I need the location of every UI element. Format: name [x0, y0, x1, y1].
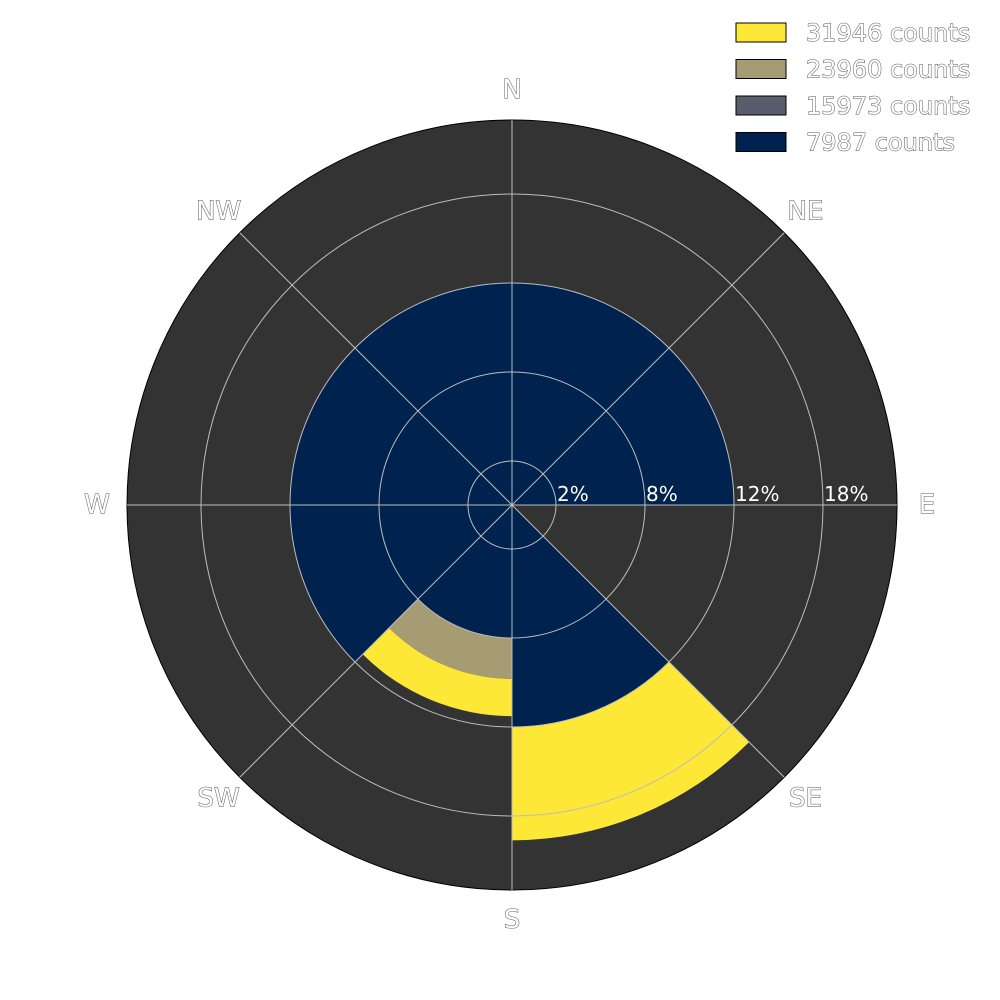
ring-label-0: 2% — [557, 482, 589, 506]
legend-swatch-0 — [735, 22, 787, 43]
compass-label-se: SE — [789, 783, 822, 813]
compass-label-sw: SW — [197, 783, 239, 813]
compass-label-nw: NW — [196, 197, 241, 227]
sector-s-23960-counts — [389, 599, 512, 679]
compass-label-layer: N NE E SE S SW W NW — [84, 75, 936, 936]
legend-swatch-1 — [735, 59, 787, 79]
sector-n-7987-counts — [512, 283, 669, 505]
ring-label-1: 8% — [646, 482, 678, 506]
compass-label-w: W — [84, 490, 110, 520]
ring-label-3: 18% — [824, 482, 868, 506]
ring-label-2: 12% — [735, 482, 779, 506]
grid-spoke-nw — [239, 232, 513, 506]
grid-spoke-se — [511, 504, 785, 778]
grid-spoke-sw — [239, 504, 513, 778]
legend-label-3: 7987 counts — [806, 129, 955, 157]
sector-sw-7987-counts — [290, 505, 512, 662]
ring-label-layer: 2% 8% 12% 18% — [557, 482, 868, 506]
legend-label-0: 31946 counts — [806, 19, 970, 47]
legend-swatch-2 — [735, 95, 787, 116]
sector-layer — [290, 283, 750, 841]
compass-label-e: E — [919, 490, 935, 520]
legend-swatch-3 — [735, 132, 787, 152]
compass-label-s: S — [504, 905, 521, 935]
legend-label-2: 15973 counts — [806, 92, 970, 120]
sector-ne-7987-counts — [512, 348, 734, 505]
sector-se-31946-counts — [512, 661, 750, 841]
sector-nw-7987-counts — [355, 283, 512, 505]
grid-spoke-ne — [511, 232, 785, 506]
sector-s-31946-counts — [362, 627, 512, 717]
grid-layer — [127, 120, 897, 890]
sector-s-7987-counts — [417, 505, 512, 639]
sector-se-7987-counts — [512, 505, 669, 727]
legend: 31946 counts 23960 counts 15973 counts 7987… — [735, 19, 971, 157]
compass-label-n: N — [502, 75, 521, 105]
sector-w-7987-counts — [290, 348, 512, 505]
compass-label-ne: NE — [788, 197, 824, 227]
legend-label-1: 23960 counts — [806, 56, 970, 84]
